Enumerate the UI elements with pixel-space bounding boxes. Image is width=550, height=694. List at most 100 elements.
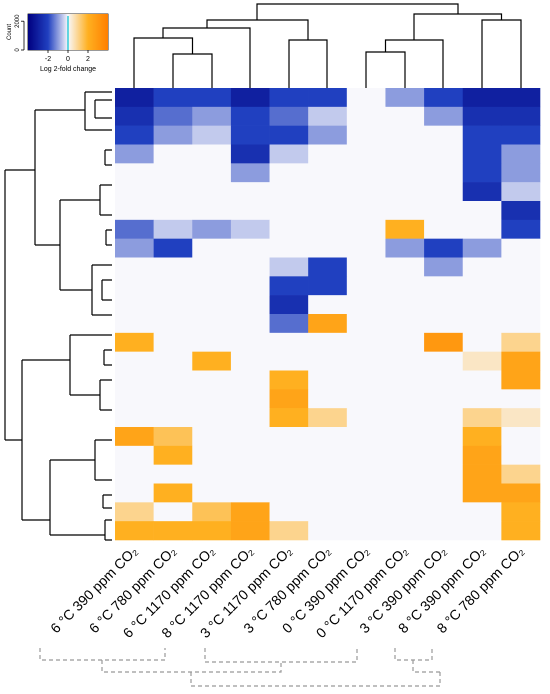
heatmap-cell	[269, 238, 309, 258]
heatmap-cell	[269, 257, 309, 277]
heatmap-cell	[462, 219, 502, 239]
heatmap-cell	[501, 521, 541, 541]
heatmap-cell	[424, 502, 464, 522]
heatmap-cell	[230, 351, 270, 371]
heatmap-cell	[153, 238, 193, 258]
heatmap-cell	[462, 314, 502, 334]
heatmap-cell	[424, 257, 464, 277]
heatmap-cell	[115, 238, 154, 258]
colorbar-tick-label: -2	[45, 56, 51, 63]
heatmap-cell	[462, 182, 502, 202]
heatmap-cell	[192, 295, 232, 315]
colorbar-tick-label: 2	[86, 56, 90, 63]
heatmap-cell	[501, 88, 541, 108]
heatmap-cell	[462, 295, 502, 315]
heatmap-cell	[230, 502, 270, 522]
heatmap-cell	[385, 464, 425, 484]
heatmap-cell	[346, 427, 386, 447]
heatmap-cell	[385, 370, 425, 390]
heatmap-cell	[462, 332, 502, 352]
heatmap-cell	[192, 314, 232, 334]
heatmap-cell	[346, 88, 386, 108]
heatmap-cell	[462, 201, 502, 221]
heatmap-cell	[269, 370, 309, 390]
heatmap-cell	[308, 370, 348, 390]
heatmap-cell	[192, 427, 232, 447]
column-dendrogram	[133, 3, 522, 88]
heatmap-cell	[308, 88, 348, 108]
heatmap-cell	[153, 295, 193, 315]
heatmap-cell	[269, 408, 309, 428]
heatmap-cell	[501, 332, 541, 352]
heatmap-cell	[153, 144, 193, 164]
heatmap-cell	[115, 483, 154, 503]
heatmap-cell	[501, 370, 541, 390]
heatmap-cell	[230, 163, 270, 183]
heatmap-cell	[230, 464, 270, 484]
heatmap-cell	[501, 163, 541, 183]
heatmap-cell	[424, 125, 464, 145]
heatmap-cell	[501, 389, 541, 409]
heatmap-cell	[346, 464, 386, 484]
heatmap-cell	[230, 427, 270, 447]
count-tick-label: 0	[15, 48, 21, 52]
heatmap-cell	[346, 257, 386, 277]
heatmap-cell	[230, 182, 270, 202]
heatmap-cell	[192, 332, 232, 352]
heatmap-cell	[424, 483, 464, 503]
heatmap-cell	[115, 182, 154, 202]
heatmap-cell	[192, 106, 232, 126]
heatmap-cell	[424, 219, 464, 239]
heatmap-cell	[501, 408, 541, 428]
heatmap-cell	[269, 106, 309, 126]
heatmap-cell	[230, 276, 270, 296]
heatmap-cell	[192, 125, 232, 145]
colorbar-tick-label: 0	[66, 56, 70, 63]
heatmap-cell	[115, 219, 154, 239]
heatmap-cell	[385, 144, 425, 164]
heatmap-cell	[153, 182, 193, 202]
heatmap-cell	[192, 144, 232, 164]
heatmap-cell	[153, 521, 193, 541]
heatmap-cell	[115, 125, 154, 145]
heatmap-cell	[269, 144, 309, 164]
heatmap-cell	[385, 295, 425, 315]
heatmap-cell	[308, 125, 348, 145]
heatmap-cell	[385, 125, 425, 145]
heatmap-cell	[230, 370, 270, 390]
heatmap-cell	[385, 276, 425, 296]
heatmap-cell	[192, 257, 232, 277]
heatmap-cell	[385, 521, 425, 541]
heatmap-cell	[192, 370, 232, 390]
heatmap-cell	[462, 351, 502, 371]
heatmap-cell	[308, 144, 348, 164]
heatmap-cell	[115, 163, 154, 183]
heatmap-cell	[346, 389, 386, 409]
heatmap-cell	[269, 351, 309, 371]
heatmap-cell	[308, 521, 348, 541]
bottom-dendrogram	[39, 648, 441, 687]
heatmap-cell	[192, 408, 232, 428]
heatmap-cell	[308, 332, 348, 352]
heatmap-cell	[308, 427, 348, 447]
heatmap-cell	[153, 351, 193, 371]
heatmap-cell	[346, 370, 386, 390]
heatmap-cell	[230, 389, 270, 409]
heatmap-cell	[424, 163, 464, 183]
heatmap-cell	[308, 295, 348, 315]
heatmap-cell	[462, 521, 502, 541]
heatmap-cell	[115, 276, 154, 296]
heatmap-cell	[153, 370, 193, 390]
heatmap-cell	[192, 238, 232, 258]
heatmap-cell	[269, 464, 309, 484]
heatmap-cell	[230, 125, 270, 145]
heatmap-cell	[269, 483, 309, 503]
heatmap-cell	[424, 106, 464, 126]
heatmap-cell	[308, 182, 348, 202]
heatmap-cell	[385, 351, 425, 371]
heatmap-cell	[308, 445, 348, 465]
heatmap-cell	[230, 295, 270, 315]
heatmap-cell	[153, 201, 193, 221]
heatmap-cell	[501, 238, 541, 258]
